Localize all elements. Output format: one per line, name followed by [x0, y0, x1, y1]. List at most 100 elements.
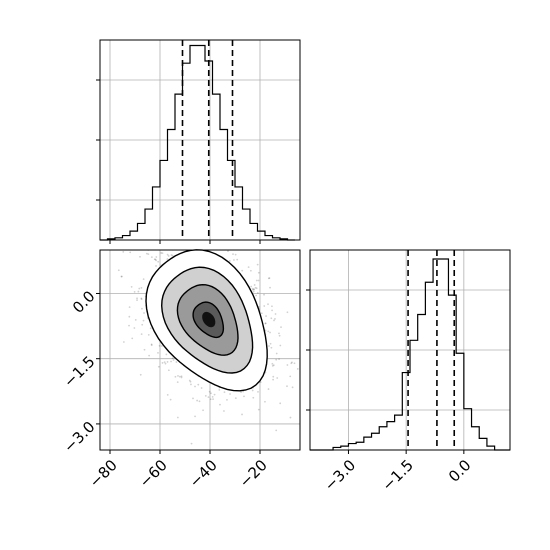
- y-tick-label: −3.0: [60, 418, 98, 456]
- sample-point: [234, 397, 237, 400]
- sample-point: [140, 297, 143, 300]
- sample-point: [271, 362, 274, 365]
- sample-point: [140, 286, 143, 289]
- sample-point: [289, 375, 292, 378]
- sample-point: [118, 240, 120, 242]
- sample-point: [143, 312, 145, 314]
- joint-frame: [99, 249, 301, 451]
- sample-point: [170, 360, 172, 363]
- sample-point: [247, 266, 250, 269]
- sample-point: [133, 290, 136, 293]
- sample-point: [241, 269, 244, 272]
- sample-point: [255, 279, 258, 282]
- sample-point: [253, 288, 255, 291]
- sample-point: [303, 331, 305, 333]
- sample-point: [154, 258, 157, 261]
- sample-point: [290, 362, 293, 365]
- sample-point: [270, 346, 273, 349]
- sample-point: [286, 311, 289, 314]
- sample-point: [265, 315, 267, 317]
- sample-point: [257, 408, 260, 411]
- sample-point: [259, 381, 262, 384]
- sample-point: [163, 361, 166, 364]
- density-peak: [202, 311, 216, 328]
- sample-point: [269, 342, 272, 345]
- sample-point: [161, 252, 164, 255]
- sample-point: [147, 253, 150, 256]
- sample-point: [206, 244, 208, 246]
- sample-point: [171, 254, 174, 257]
- sample-point: [128, 306, 131, 309]
- sample-point: [166, 393, 169, 396]
- sample-point: [121, 275, 123, 278]
- density-contour: [160, 266, 254, 374]
- x-tick-label: −60: [136, 456, 171, 491]
- sample-point: [173, 226, 175, 228]
- sample-point: [211, 395, 214, 398]
- sample-point: [271, 364, 274, 367]
- sample-point: [195, 207, 197, 209]
- sample-point: [197, 383, 200, 386]
- sample-point: [252, 396, 255, 399]
- sample-point: [271, 309, 273, 312]
- sample-point: [274, 318, 276, 320]
- sample-point: [279, 402, 282, 405]
- sample-point: [233, 259, 235, 261]
- sample-point: [252, 290, 255, 293]
- sample-point: [140, 333, 143, 336]
- sample-point: [166, 361, 169, 363]
- sample-point: [256, 263, 259, 266]
- sample-point: [177, 375, 179, 377]
- sample-point: [263, 293, 265, 296]
- sample-point: [251, 288, 254, 291]
- sample-point: [234, 253, 237, 256]
- hist2-frame: [309, 249, 511, 451]
- sample-point: [175, 361, 178, 363]
- sample-point: [192, 397, 194, 400]
- sample-point: [190, 383, 192, 386]
- sample-point: [156, 246, 158, 248]
- sample-point: [251, 287, 254, 290]
- sample-point: [274, 313, 277, 315]
- sample-point: [202, 409, 204, 412]
- sample-point: [256, 291, 259, 294]
- sample-point: [196, 242, 198, 244]
- sample-point: [175, 232, 177, 234]
- sample-point: [196, 225, 198, 227]
- sample-point: [160, 252, 163, 254]
- sample-point: [157, 351, 159, 354]
- sample-point: [232, 253, 234, 256]
- sample-point: [129, 251, 132, 254]
- x-tick-label: −80: [86, 456, 121, 491]
- sample-point: [167, 255, 170, 257]
- sample-point: [270, 317, 273, 320]
- sample-point: [272, 375, 275, 378]
- sample-point: [216, 246, 218, 248]
- sample-point: [165, 353, 168, 356]
- sample-point: [200, 387, 203, 389]
- sample-point: [142, 278, 145, 281]
- sample-point: [278, 334, 281, 337]
- sample-point: [171, 357, 174, 360]
- sample-point: [120, 275, 123, 278]
- sample-point: [137, 290, 140, 293]
- sample-point: [133, 327, 136, 329]
- sample-point: [204, 394, 207, 397]
- sample-point: [134, 318, 137, 321]
- density-contour: [192, 301, 225, 339]
- sample-point: [201, 237, 203, 239]
- sample-point: [250, 285, 253, 288]
- sample-point: [264, 400, 266, 403]
- sample-point: [141, 307, 143, 310]
- sample-point: [234, 234, 236, 236]
- sample-point: [286, 385, 288, 388]
- hist1-frame: [99, 39, 301, 241]
- sample-point: [280, 326, 282, 328]
- x-tick-label: 0.0: [445, 456, 475, 486]
- sample-point: [264, 322, 267, 325]
- sample-point: [130, 285, 133, 288]
- histogram-panel-param-1: [96, 39, 301, 244]
- sample-point: [172, 359, 175, 361]
- sample-point: [219, 403, 221, 406]
